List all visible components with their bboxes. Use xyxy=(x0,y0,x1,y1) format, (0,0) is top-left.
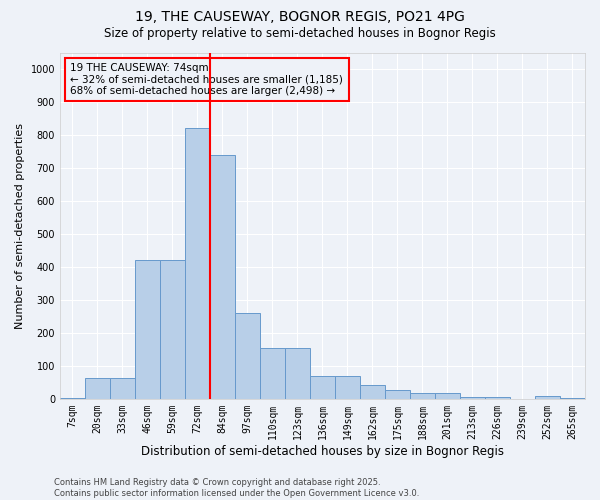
Text: 19, THE CAUSEWAY, BOGNOR REGIS, PO21 4PG: 19, THE CAUSEWAY, BOGNOR REGIS, PO21 4PG xyxy=(135,10,465,24)
Bar xyxy=(485,396,510,399)
Bar xyxy=(260,348,285,399)
Text: 19 THE CAUSEWAY: 74sqm
← 32% of semi-detached houses are smaller (1,185)
68% of : 19 THE CAUSEWAY: 74sqm ← 32% of semi-det… xyxy=(70,63,343,96)
Bar xyxy=(110,378,135,399)
Bar xyxy=(385,390,410,399)
Bar xyxy=(135,260,160,399)
Bar xyxy=(310,376,335,399)
X-axis label: Distribution of semi-detached houses by size in Bognor Regis: Distribution of semi-detached houses by … xyxy=(141,444,504,458)
Bar xyxy=(410,393,435,399)
Bar xyxy=(210,155,235,399)
Bar xyxy=(85,378,110,399)
Bar xyxy=(185,128,210,399)
Text: Size of property relative to semi-detached houses in Bognor Regis: Size of property relative to semi-detach… xyxy=(104,28,496,40)
Text: Contains HM Land Registry data © Crown copyright and database right 2025.
Contai: Contains HM Land Registry data © Crown c… xyxy=(54,478,419,498)
Bar xyxy=(235,313,260,399)
Bar xyxy=(285,348,310,399)
Bar xyxy=(160,260,185,399)
Bar xyxy=(560,398,585,399)
Bar xyxy=(535,396,560,399)
Bar xyxy=(460,396,485,399)
Y-axis label: Number of semi-detached properties: Number of semi-detached properties xyxy=(15,122,25,328)
Bar xyxy=(60,398,85,399)
Bar xyxy=(435,393,460,399)
Bar xyxy=(360,385,385,399)
Bar xyxy=(335,376,360,399)
